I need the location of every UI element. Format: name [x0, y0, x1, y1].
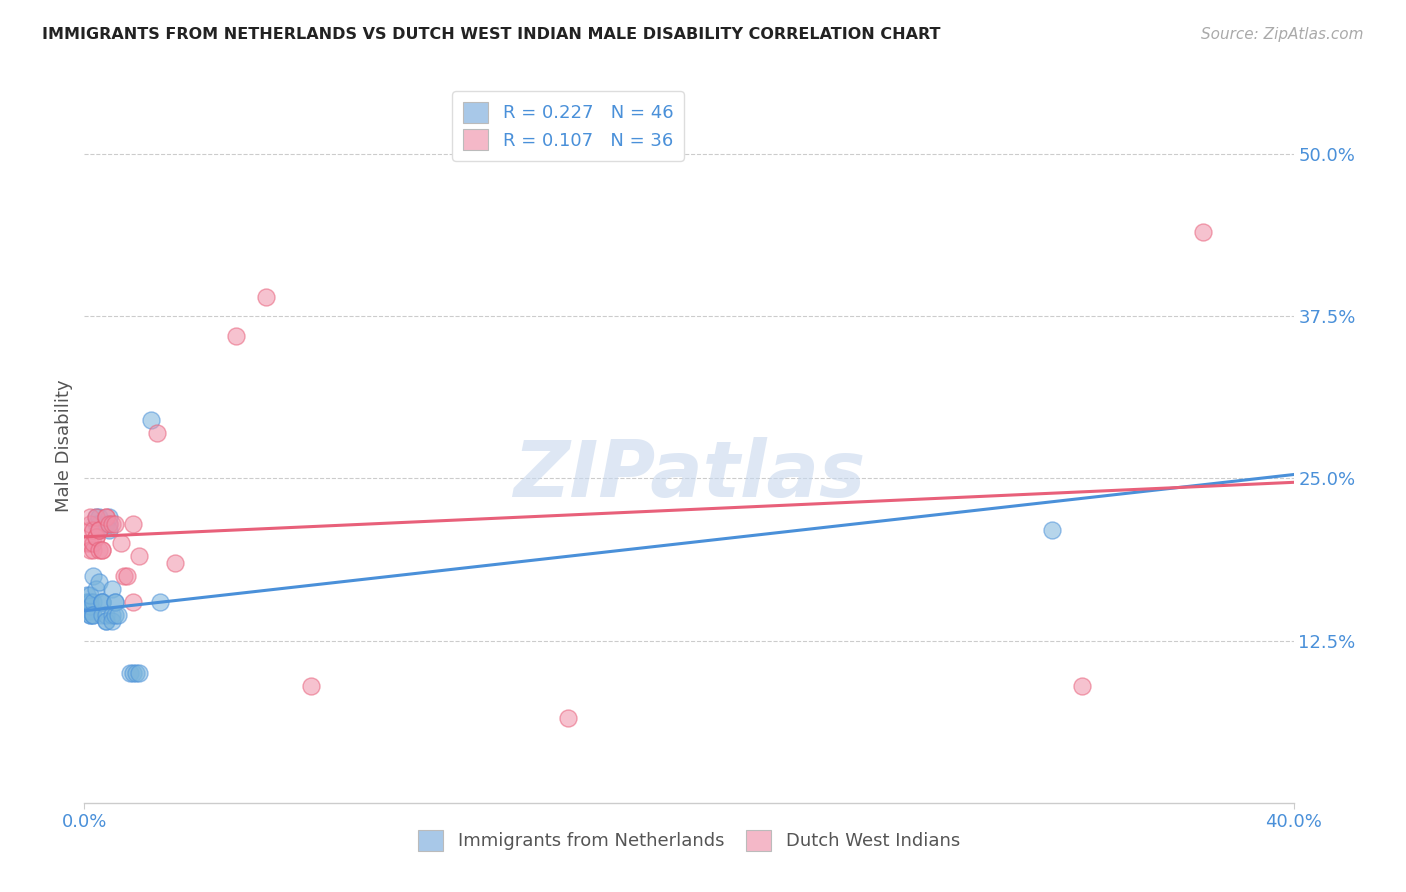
- Text: ZIPatlas: ZIPatlas: [513, 436, 865, 513]
- Point: [107, 607, 129, 622]
- Text: IMMIGRANTS FROM NETHERLANDS VS DUTCH WEST INDIAN MALE DISABILITY CORRELATION CHA: IMMIGRANTS FROM NETHERLANDS VS DUTCH WES…: [42, 27, 941, 42]
- Point: [97, 524, 120, 538]
- Point: [104, 516, 127, 531]
- Point: [89, 524, 111, 538]
- Point: [97, 516, 120, 531]
- Point: [82, 536, 104, 550]
- Point: [91, 595, 114, 609]
- Point: [79, 595, 101, 609]
- Point: [165, 556, 187, 570]
- Point: [79, 607, 101, 622]
- Point: [79, 599, 101, 613]
- Point: [104, 607, 127, 622]
- Point: [82, 568, 104, 582]
- Point: [94, 510, 117, 524]
- Point: [100, 614, 122, 628]
- Point: [91, 542, 114, 557]
- Point: [79, 542, 101, 557]
- Point: [94, 614, 117, 628]
- Point: [149, 595, 172, 609]
- Point: [557, 711, 579, 725]
- Point: [82, 607, 104, 622]
- Point: [76, 595, 98, 609]
- Point: [94, 510, 117, 524]
- Point: [82, 595, 104, 609]
- Point: [128, 666, 150, 681]
- Legend: Immigrants from Netherlands, Dutch West Indians: Immigrants from Netherlands, Dutch West …: [411, 822, 967, 858]
- Point: [86, 516, 108, 531]
- Point: [91, 542, 114, 557]
- Point: [86, 530, 108, 544]
- Point: [86, 510, 108, 524]
- Point: [76, 536, 98, 550]
- Point: [89, 524, 111, 538]
- Point: [1040, 524, 1063, 538]
- Point: [91, 607, 114, 622]
- Point: [91, 595, 114, 609]
- Point: [82, 607, 104, 622]
- Text: Source: ZipAtlas.com: Source: ZipAtlas.com: [1201, 27, 1364, 42]
- Point: [89, 510, 111, 524]
- Point: [97, 510, 120, 524]
- Point: [115, 568, 138, 582]
- Point: [100, 516, 122, 531]
- Point: [94, 516, 117, 531]
- Point: [89, 542, 111, 557]
- Point: [146, 425, 169, 440]
- Point: [121, 516, 143, 531]
- Point: [94, 607, 117, 622]
- Point: [86, 582, 108, 596]
- Point: [82, 542, 104, 557]
- Point: [139, 413, 162, 427]
- Point: [76, 595, 98, 609]
- Point: [86, 530, 108, 544]
- Point: [76, 588, 98, 602]
- Point: [79, 510, 101, 524]
- Point: [79, 524, 101, 538]
- Point: [82, 524, 104, 538]
- Point: [89, 524, 111, 538]
- Point: [97, 516, 120, 531]
- Point: [121, 666, 143, 681]
- Point: [254, 290, 277, 304]
- Point: [121, 595, 143, 609]
- Point: [79, 588, 101, 602]
- Point: [104, 595, 127, 609]
- Point: [89, 516, 111, 531]
- Point: [118, 666, 141, 681]
- Point: [112, 568, 135, 582]
- Point: [91, 595, 114, 609]
- Point: [110, 536, 132, 550]
- Point: [76, 604, 98, 618]
- Point: [89, 575, 111, 590]
- Point: [79, 516, 101, 531]
- Point: [100, 582, 122, 596]
- Point: [79, 536, 101, 550]
- Point: [100, 607, 122, 622]
- Point: [128, 549, 150, 564]
- Point: [94, 614, 117, 628]
- Point: [125, 666, 148, 681]
- Point: [79, 604, 101, 618]
- Point: [104, 595, 127, 609]
- Point: [225, 328, 247, 343]
- Y-axis label: Male Disability: Male Disability: [55, 380, 73, 512]
- Point: [1192, 225, 1215, 239]
- Point: [86, 510, 108, 524]
- Point: [299, 679, 322, 693]
- Point: [1071, 679, 1094, 693]
- Point: [79, 607, 101, 622]
